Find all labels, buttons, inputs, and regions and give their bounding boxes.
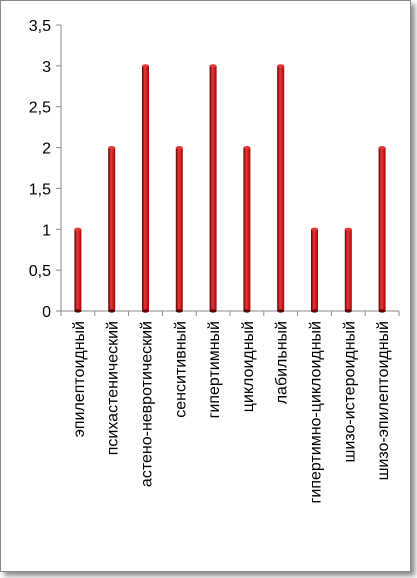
y-tick-label: 3,5 — [29, 18, 51, 35]
x-category-label: эпилептоидный — [71, 321, 88, 437]
y-tick-label: 1,5 — [29, 181, 51, 198]
chart-frame: 0 0,5 1 1,5 2 2,5 3 3,5 эпилептоидный психастени… — [0, 0, 411, 572]
y-tick-label: 1 — [42, 222, 51, 239]
bar-chart: 0 0,5 1 1,5 2 2,5 3 3,5 эпилептоидный психастени… — [29, 18, 400, 503]
bar-top — [344, 227, 352, 231]
bar — [277, 64, 285, 313]
bar-top — [378, 145, 386, 150]
bar-base — [142, 309, 149, 313]
bar-body — [344, 229, 352, 311]
x-category-label: лабильный — [274, 321, 291, 404]
bar-base — [378, 309, 386, 313]
bar-top — [311, 227, 318, 231]
x-category-label: шизо-эпилептоидный — [375, 321, 392, 480]
bar — [243, 145, 251, 313]
bar — [209, 64, 217, 313]
bar-body — [243, 147, 251, 311]
y-tick-label: 2,5 — [29, 100, 51, 117]
x-category-label: циклоидный — [240, 321, 257, 412]
bar-top — [277, 64, 285, 68]
x-category-label: астено-невротический — [139, 321, 156, 487]
bar — [311, 227, 318, 313]
bar-body — [378, 147, 386, 311]
x-category-label: гипертимно-циклоидный — [308, 321, 325, 503]
x-category-label: шизо-истероидный — [341, 321, 358, 462]
x-axis-categories: эпилептоидный психастенический астено-невр… — [71, 321, 392, 503]
bar-top — [142, 64, 149, 68]
bars — [74, 64, 386, 313]
bar — [74, 227, 82, 313]
y-tick-label: 2 — [42, 141, 51, 158]
bar-body — [142, 65, 149, 311]
bar-body — [209, 65, 217, 311]
y-tick-label: 3 — [42, 59, 51, 76]
bar-top — [209, 64, 217, 68]
bar — [175, 145, 183, 313]
bar — [142, 64, 149, 313]
bar-base — [108, 309, 116, 313]
x-category-label: психастенический — [105, 321, 122, 455]
y-tick-label: 0 — [42, 304, 51, 321]
bar-top — [108, 145, 116, 150]
bar — [108, 145, 116, 313]
bar-body — [74, 229, 82, 311]
bar-body — [175, 147, 183, 311]
bar — [344, 227, 352, 313]
bar-base — [175, 309, 183, 313]
x-category-label: гипертимный — [206, 321, 223, 418]
y-tick-label: 0,5 — [29, 263, 51, 280]
bar-body — [108, 147, 116, 311]
bar — [378, 145, 386, 313]
x-category-label: сенситивный — [172, 321, 189, 418]
bar-body — [277, 65, 285, 311]
bar-base — [311, 309, 318, 313]
y-axis-ticks: 0 0,5 1 1,5 2 2,5 3 3,5 — [29, 18, 400, 321]
bar-base — [344, 309, 352, 313]
bar-base — [277, 309, 285, 313]
bar-body — [311, 229, 318, 311]
bar-base — [74, 309, 82, 313]
bar-top — [74, 227, 82, 231]
bar-base — [243, 309, 251, 313]
bar-top — [175, 145, 183, 150]
bar-base — [209, 309, 217, 313]
bar-top — [243, 145, 251, 150]
